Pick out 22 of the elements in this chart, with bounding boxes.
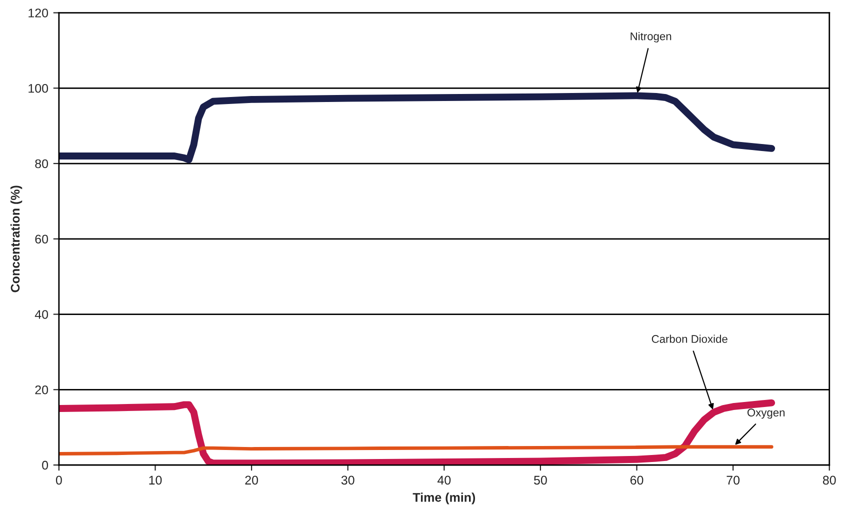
x-tick-label: 10	[149, 476, 162, 485]
text: Nitrogen	[630, 32, 672, 42]
line-series	[58, 445, 774, 456]
y-tick-label: 20	[35, 385, 48, 394]
y-tick-label: 80	[35, 159, 48, 168]
x-tick-label: 40	[437, 476, 451, 485]
x-tick-label: 50	[534, 476, 547, 485]
x-tick-label: 0	[56, 476, 62, 485]
text: Oxygen	[747, 408, 785, 419]
x-tick-label: 60	[630, 476, 644, 485]
y-tick-label: 60	[35, 234, 48, 244]
x-tick-label: 20	[245, 476, 258, 485]
y-tick-label: 40	[34, 310, 48, 319]
y-tick-label: 120	[28, 8, 48, 18]
text: Carbon Dioxide	[652, 334, 728, 343]
x-axis-title: Time (min)	[412, 492, 476, 504]
y-tick-label: 0	[42, 460, 48, 470]
x-tick-label: 30	[341, 476, 354, 485]
y-tick-label: 100	[28, 84, 48, 93]
y-axis-title: Concentration (%)	[10, 186, 22, 292]
x-tick-label: 80	[822, 476, 836, 485]
x-tick-label: 70	[726, 476, 740, 485]
